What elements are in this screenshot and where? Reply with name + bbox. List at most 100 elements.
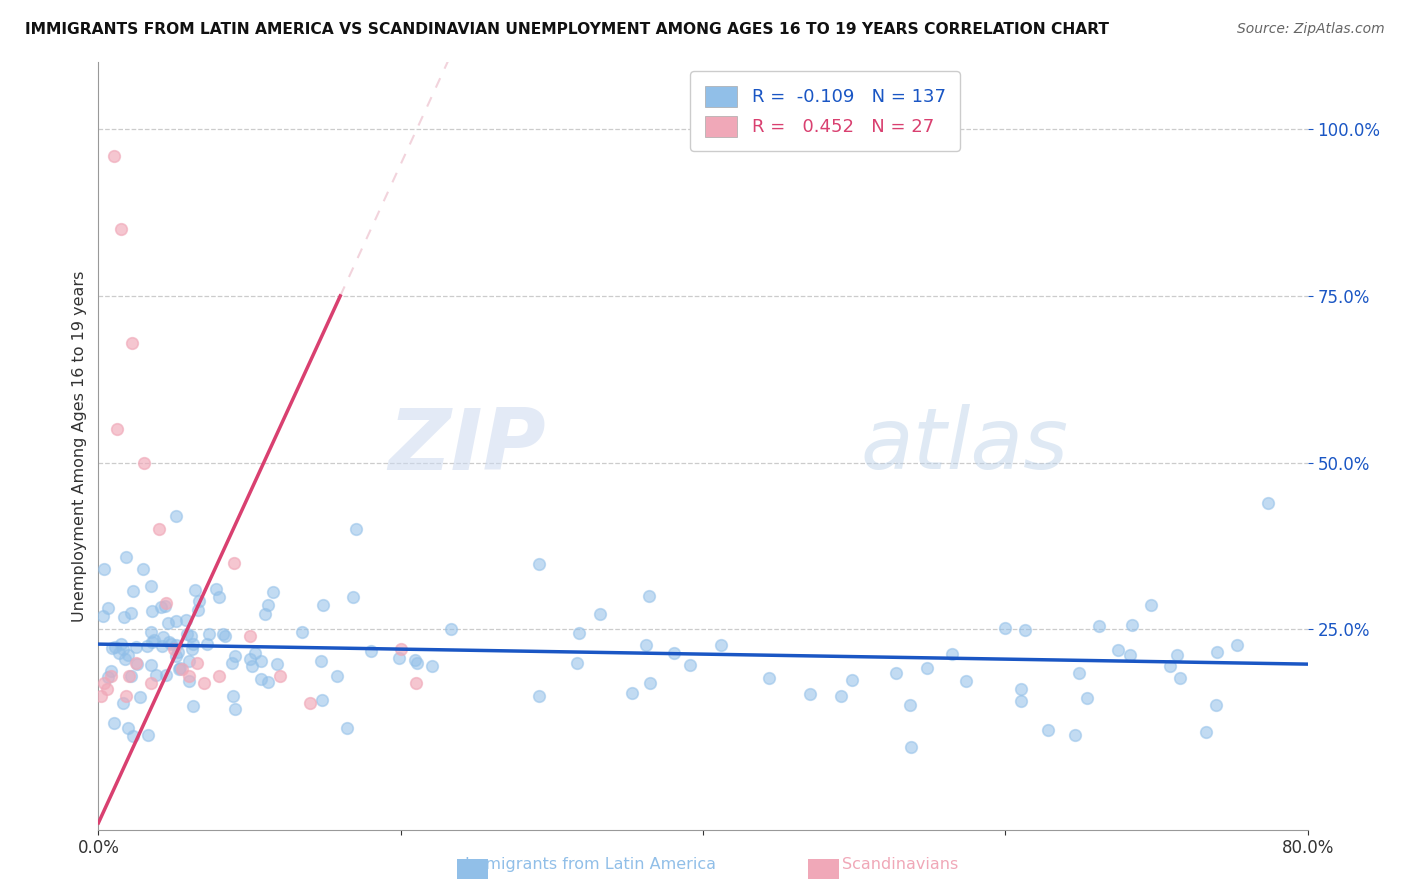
Point [114, 652, 136, 666]
Point [529, 689, 551, 703]
Point [1226, 638, 1249, 652]
Point [1010, 682, 1032, 697]
Point [103, 149, 125, 163]
Point [143, 632, 166, 647]
Point [1088, 619, 1111, 633]
Point [1121, 618, 1143, 632]
Point [406, 656, 429, 670]
Point [170, 663, 193, 677]
Point [114, 549, 136, 564]
Point [799, 688, 821, 702]
Point [830, 690, 852, 704]
Point [1206, 645, 1229, 659]
Point [165, 509, 187, 524]
Point [758, 671, 780, 685]
Point [224, 702, 246, 716]
Point [145, 668, 167, 682]
Point [1195, 725, 1218, 739]
Point [1076, 690, 1098, 705]
Point [179, 669, 201, 683]
Point [187, 594, 209, 608]
Point [165, 649, 187, 664]
Point [165, 614, 187, 628]
Point [344, 522, 367, 536]
Point [125, 657, 148, 672]
Point [291, 625, 314, 640]
Point [309, 654, 332, 668]
Point [955, 674, 977, 689]
Point [103, 716, 125, 731]
Text: atlas: atlas [860, 404, 1069, 488]
Point [148, 522, 170, 536]
Point [141, 579, 163, 593]
Point [257, 599, 280, 613]
Point [440, 622, 463, 636]
Point [152, 640, 174, 654]
Point [186, 656, 208, 670]
Point [941, 647, 963, 661]
Text: Source: ZipAtlas.com: Source: ZipAtlas.com [1237, 22, 1385, 37]
Point [994, 621, 1017, 635]
Point [155, 667, 177, 681]
Point [117, 721, 139, 735]
Point [311, 693, 333, 707]
Point [122, 729, 145, 743]
Point [91, 609, 114, 624]
Point [125, 656, 148, 670]
Point [183, 699, 205, 714]
Point [135, 640, 157, 654]
Point [110, 637, 132, 651]
Point [207, 590, 229, 604]
Point [125, 640, 148, 654]
Point [589, 607, 612, 622]
Point [100, 664, 122, 678]
Point [208, 669, 231, 683]
Legend: R =  -0.109   N = 137, R =   0.452   N = 27: R = -0.109 N = 137, R = 0.452 N = 27 [690, 71, 960, 151]
Point [841, 673, 863, 688]
Point [180, 629, 202, 643]
Point [325, 669, 347, 683]
Point [243, 646, 266, 660]
Point [90, 689, 112, 703]
Point [1140, 599, 1163, 613]
Point [240, 659, 263, 673]
Point [263, 585, 285, 599]
Point [117, 648, 139, 663]
Point [141, 604, 163, 618]
Y-axis label: Unemployment Among Ages 16 to 19 years: Unemployment Among Ages 16 to 19 years [72, 270, 87, 622]
Point [155, 596, 177, 610]
Point [93, 561, 115, 575]
Point [1205, 698, 1227, 712]
Point [387, 651, 409, 665]
Point [177, 654, 200, 668]
Point [205, 582, 228, 596]
Point [150, 600, 173, 615]
Point [120, 606, 142, 620]
Point [1064, 728, 1087, 742]
Point [108, 646, 131, 660]
Point [420, 659, 443, 673]
Point [180, 641, 202, 656]
Point [269, 669, 291, 683]
Point [567, 657, 589, 671]
Point [529, 557, 551, 571]
Point [709, 638, 731, 652]
Point [636, 638, 658, 652]
Point [114, 689, 136, 703]
Point [160, 637, 183, 651]
Point [132, 562, 155, 576]
Point [900, 740, 922, 755]
Point [193, 675, 215, 690]
Point [122, 584, 145, 599]
Point [312, 598, 335, 612]
Point [336, 721, 359, 735]
Point [1107, 643, 1129, 657]
Point [1036, 723, 1059, 737]
Point [176, 613, 198, 627]
Point [299, 696, 322, 710]
Point [105, 422, 128, 436]
Point [112, 609, 135, 624]
Point [157, 616, 180, 631]
Point [101, 640, 124, 655]
Point [111, 642, 134, 657]
